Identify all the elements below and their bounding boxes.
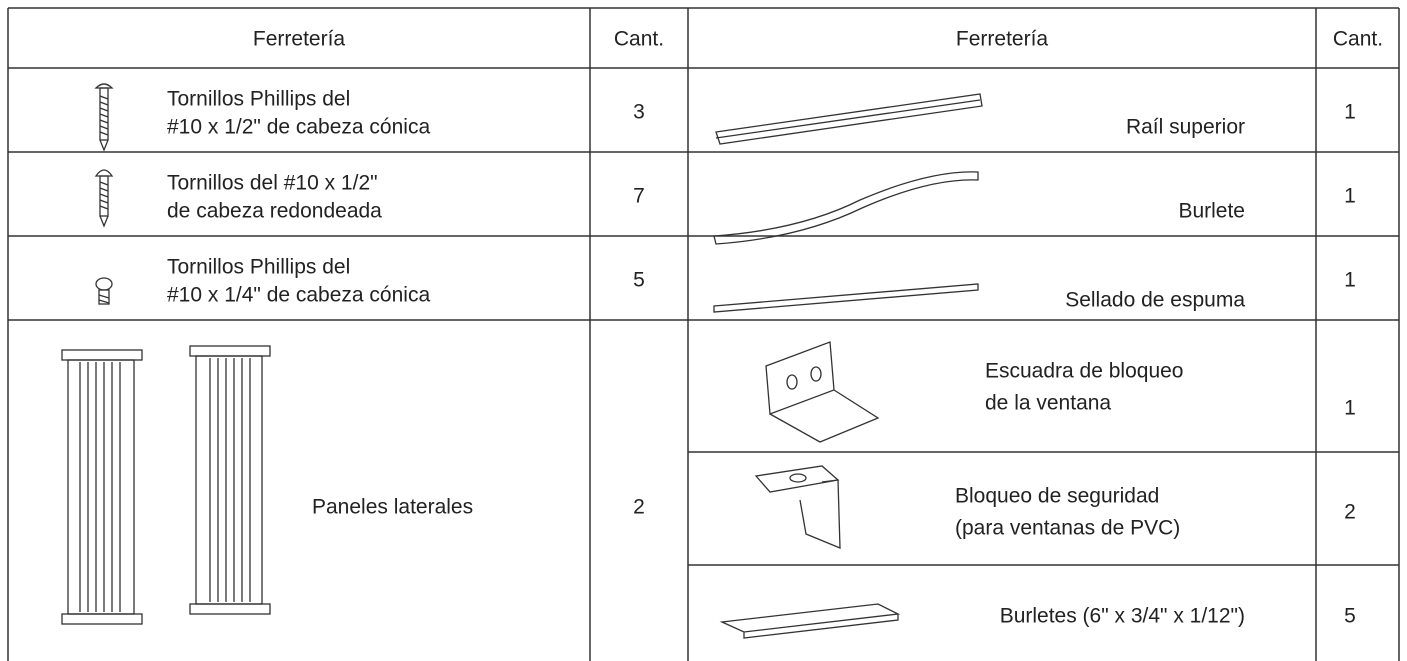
item-label: Burlete bbox=[1178, 200, 1245, 223]
item-qty: 2 bbox=[633, 496, 645, 519]
screw-icon bbox=[95, 277, 113, 305]
item-label: #10 x 1/2" de cabeza cónica bbox=[167, 116, 430, 139]
item-qty: 5 bbox=[633, 269, 645, 292]
item-qty: 1 bbox=[1344, 269, 1356, 292]
screw-icon bbox=[94, 169, 114, 228]
item-qty: 1 bbox=[1344, 101, 1356, 124]
item-label: de la ventana bbox=[985, 392, 1111, 415]
item-label: Raíl superior bbox=[1126, 116, 1245, 139]
header-cell: Cant. bbox=[1333, 28, 1383, 51]
foam-seal-icon bbox=[713, 283, 979, 313]
top-rail-icon bbox=[715, 93, 983, 145]
strip-icon bbox=[719, 603, 901, 639]
item-qty: 7 bbox=[633, 185, 645, 208]
bracket-icon bbox=[765, 341, 880, 443]
item-label: Tornillos del #10 x 1/2" bbox=[167, 172, 378, 195]
screw-icon bbox=[94, 83, 114, 152]
item-qty: 5 bbox=[1344, 605, 1356, 628]
side-panel-icon bbox=[61, 345, 271, 625]
item-label: #10 x 1/4" de cabeza cónica bbox=[167, 284, 430, 307]
header-cell: Ferretería bbox=[956, 28, 1049, 51]
item-label: (para ventanas de PVC) bbox=[955, 517, 1180, 540]
item-qty: 3 bbox=[633, 101, 645, 124]
item-label: Escuadra de bloqueo bbox=[985, 360, 1184, 383]
safety-lock-icon bbox=[754, 465, 841, 549]
item-qty: 1 bbox=[1344, 397, 1356, 420]
item-label: Tornillos Phillips del bbox=[167, 256, 350, 279]
weatherstrip-icon bbox=[713, 171, 979, 245]
item-qty: 1 bbox=[1344, 185, 1356, 208]
item-label: Paneles laterales bbox=[312, 496, 473, 519]
item-label: de cabeza redondeada bbox=[167, 200, 382, 223]
item-label: Sellado de espuma bbox=[1065, 289, 1245, 312]
item-label: Tornillos Phillips del bbox=[167, 88, 350, 111]
header-cell: Cant. bbox=[614, 28, 664, 51]
header-cell: Ferretería bbox=[253, 28, 346, 51]
table-grid bbox=[7, 7, 1400, 661]
item-label: Burletes (6" x 3/4" x 1/12") bbox=[1000, 605, 1245, 628]
item-qty: 2 bbox=[1344, 501, 1356, 524]
item-label: Bloqueo de seguridad bbox=[955, 485, 1159, 508]
